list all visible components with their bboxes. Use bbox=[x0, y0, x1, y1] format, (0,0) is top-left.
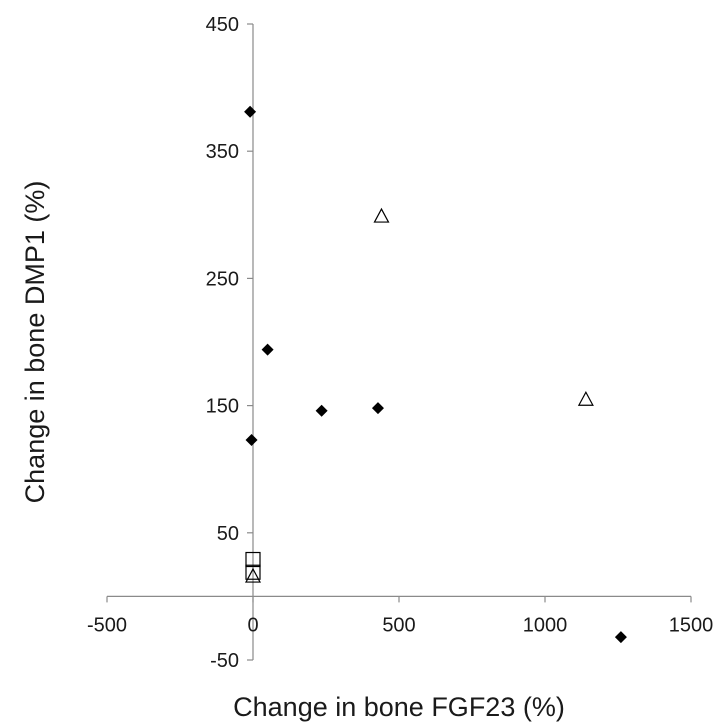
x-tick-label: -500 bbox=[87, 614, 127, 636]
y-tick-label: 150 bbox=[206, 396, 239, 418]
y-tick-label: 50 bbox=[217, 523, 239, 545]
y-tick-label: 450 bbox=[206, 14, 239, 36]
triangle-point bbox=[244, 567, 262, 583]
x-tick-label: 0 bbox=[247, 614, 258, 636]
y-tick-label: 250 bbox=[206, 268, 239, 290]
diamond-point bbox=[614, 631, 627, 644]
diamond-point bbox=[371, 402, 384, 415]
data-points bbox=[244, 105, 627, 644]
diamond-point bbox=[261, 343, 274, 356]
x-tick-label: 1000 bbox=[523, 614, 568, 636]
diamond-point bbox=[245, 433, 258, 446]
y-tick-label: -50 bbox=[210, 650, 239, 672]
axes bbox=[107, 24, 691, 660]
square-point bbox=[245, 551, 261, 568]
ticks: -500 0 500 1000 1500 -50 50 150 250 350 450 bbox=[87, 14, 713, 672]
y-axis-title: Change in bone DMP1 (%) bbox=[20, 181, 50, 504]
y-tick-label: 350 bbox=[206, 141, 239, 163]
square-point bbox=[245, 564, 261, 580]
diamond-point bbox=[244, 105, 257, 118]
triangle-point bbox=[577, 390, 594, 406]
x-tick-label: 500 bbox=[382, 614, 415, 636]
x-tick-label: 1500 bbox=[669, 614, 714, 636]
triangle-point bbox=[373, 207, 390, 223]
diamond-point bbox=[315, 404, 328, 417]
x-axis-title: Change in bone FGF23 (%) bbox=[233, 692, 565, 722]
